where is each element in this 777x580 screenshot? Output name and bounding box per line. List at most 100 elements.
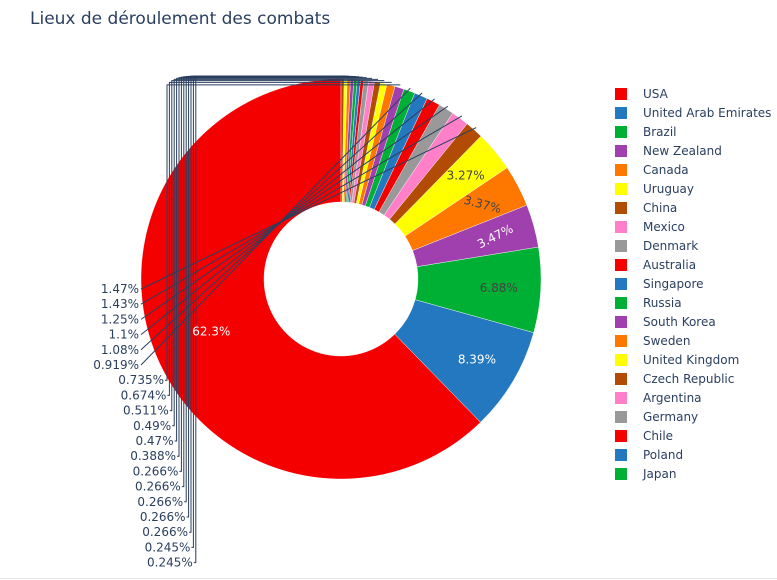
slice-value-label: 8.39% [458,353,496,367]
legend-swatch [615,201,627,214]
legend-label: Mexico [643,219,685,234]
legend-label: Russia [643,295,682,310]
slice-value-label: 0.49% [133,419,171,433]
legend-label: United Arab Emirates [643,105,772,120]
legend-item-japan[interactable]: Japan [615,464,775,483]
slice-value-label: 1.47% [101,282,139,296]
legend-item-czech-republic[interactable]: Czech Republic [615,369,775,388]
legend-label: United Kingdom [643,352,740,367]
legend-item-brazil[interactable]: Brazil [615,122,775,141]
legend-label: New Zealand [643,143,722,158]
legend-label: Canada [643,162,689,177]
legend-item-denmark[interactable]: Denmark [615,236,775,255]
legend-item-singapore[interactable]: Singapore [615,274,775,293]
legend-item-argentina[interactable]: Argentina [615,388,775,407]
legend-item-china[interactable]: China [615,198,775,217]
legend-swatch [615,277,627,290]
legend-item-new-zealand[interactable]: New Zealand [615,141,775,160]
leader-line [172,78,379,427]
legend-swatch [615,106,627,119]
legend-label: South Korea [643,314,716,329]
legend-item-russia[interactable]: Russia [615,293,775,312]
legend-label: Chile [643,428,674,443]
chart-title: Lieux de déroulement des combats [30,9,331,29]
legend-label: Argentina [643,390,702,405]
slice-value-label: 0.735% [118,373,164,387]
leader-line [140,105,449,320]
legend-swatch [615,334,627,347]
legend-label: Poland [643,447,684,462]
legend-swatch [615,391,627,404]
slice-value-label: 62.3% [192,325,230,339]
slice-value-label: 0.266% [135,480,181,494]
legend-label: Brazil [643,124,677,139]
slice-usa[interactable] [140,78,481,480]
slice-value-label: 0.388% [130,449,176,463]
legend-swatch [615,372,627,385]
legend-label: USA [643,86,668,101]
leader-line [169,80,385,412]
slice-value-label: 0.245% [147,556,193,570]
slice-value-label: 0.47% [135,434,173,448]
legend-swatch [615,467,627,480]
leader-line [165,84,401,381]
legend-label: Denmark [643,238,699,253]
legend-swatch [615,429,627,442]
legend-label: China [643,200,678,215]
legend-label: Uruguay [643,181,694,196]
legend-item-mexico[interactable]: Mexico [615,217,775,236]
legend-swatch [615,163,627,176]
slice-value-label: 0.266% [142,525,188,539]
legend-swatch [615,182,627,195]
legend-swatch [615,448,627,461]
slice-value-label: 1.43% [101,297,139,311]
leader-line [140,127,477,290]
legend-item-uruguay[interactable]: Uruguay [615,179,775,198]
legend-swatch [615,296,627,309]
legend-swatch [615,315,627,328]
slice-value-label: 0.266% [140,510,186,524]
legend-swatch [615,353,627,366]
legend-item-sweden[interactable]: Sweden [615,331,775,350]
legend-label: Singapore [643,276,704,291]
legend-item-chile[interactable]: Chile [615,426,775,445]
leader-line [140,115,463,305]
legend-label: Czech Republic [643,371,735,386]
legend-item-united-kingdom[interactable]: United Kingdom [615,350,775,369]
slice-value-label: 0.266% [133,464,179,478]
slice-value-label: 0.511% [123,404,169,418]
legend-item-south-korea[interactable]: South Korea [615,312,775,331]
legend-label: Australia [643,257,697,272]
legend: USA United Arab Emirates Brazil New Zealand… [615,84,775,483]
legend-swatch [615,258,627,271]
slice-value-label: 1.08% [101,343,139,357]
slice-value-label: 6.88% [480,281,518,295]
legend-label: Japan [643,466,677,481]
bottom-divider [0,578,777,579]
legend-item-poland[interactable]: Poland [615,445,775,464]
leader-line [167,81,392,396]
slice-value-label: 3.27% [447,168,485,182]
legend-label: Sweden [643,333,691,348]
leader-line [174,77,373,442]
slice-value-label: 0.674% [121,388,167,402]
legend-swatch [615,239,627,252]
legend-swatch [615,125,627,138]
slice-value-label: 0.919% [93,358,139,372]
slice-value-label: 1.25% [101,312,139,326]
legend-swatch [615,87,627,100]
legend-item-united-arab-emirates[interactable]: United Arab Emirates [615,103,775,122]
leader-line [140,92,423,351]
legend-swatch [615,220,627,233]
legend-swatch [615,144,627,157]
legend-item-germany[interactable]: Germany [615,407,775,426]
leader-line [193,75,343,564]
leader-line [140,98,436,335]
legend-item-australia[interactable]: Australia [615,255,775,274]
slice-value-label: 1.1% [109,328,140,342]
slice-value-label: 0.266% [137,495,183,509]
legend-label: Germany [643,409,699,424]
legend-item-usa[interactable]: USA [615,84,775,103]
legend-item-canada[interactable]: Canada [615,160,775,179]
